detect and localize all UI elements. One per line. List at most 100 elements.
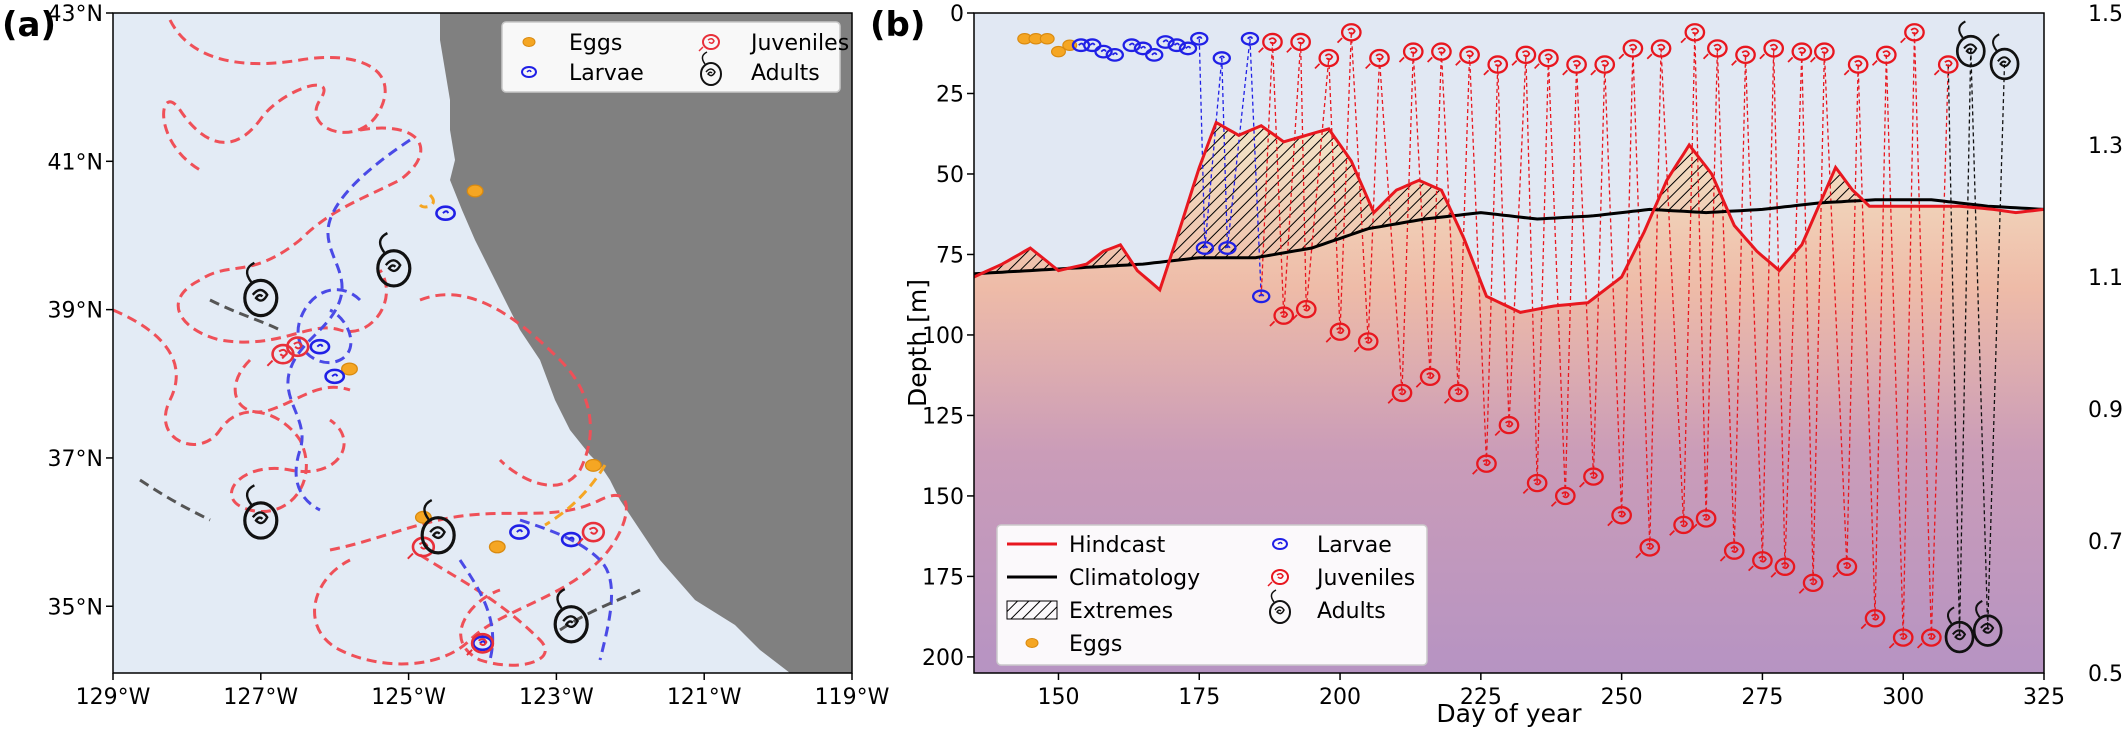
juvenile-body [1735,45,1756,65]
migration-connector [1930,64,1949,638]
larva-body [1167,38,1186,53]
map-x-tick-label: 125°W [371,685,446,710]
x-tick-label: 325 [2023,685,2065,710]
depth-larvae-marker [1195,241,1215,255]
migration-connector [1575,64,1595,477]
larva-body [1071,38,1091,53]
juvenile-track [162,19,387,172]
juvenile-arm [1353,346,1360,353]
migration-connectors [1198,32,2006,638]
larva-tail [1258,293,1265,297]
legend-adults-label: Adults [1317,599,1386,624]
depth-juveniles-marker [1494,415,1520,437]
migration-connector [1857,64,1876,619]
map-adults-marker [553,588,589,644]
map-frame [112,12,853,674]
depth-panel: (b) 150 175 200 225 250 275 300 325 0 25 50 75 100 1… [870,2,2123,728]
juvenile-spiral [293,341,303,350]
migration-connector [1649,48,1662,548]
map-y-ticks: 43°N 41°N 39°N 37°N 35°N [48,2,113,620]
adult-spiral [1980,622,1995,634]
depth-juveniles-marker [1635,538,1661,559]
larva-body [1240,31,1260,46]
migration-connector [1485,64,1499,464]
juvenile-body [1357,332,1379,351]
legend-extremes-label: Extremes [1069,599,1173,624]
juvenile-arm [1731,59,1737,66]
map-larvae-marker [560,531,582,548]
larva-tail [1196,36,1203,40]
depth-larvae-marker [1190,31,1209,46]
depth-juveniles-marker [1770,557,1796,578]
juvenile-spiral [1780,562,1790,570]
map-legend-eggs-icon [522,37,536,47]
larva-body [509,524,530,540]
adult-body [1955,34,1986,68]
juvenile-spiral [1944,59,1953,67]
juvenile-spiral [1572,59,1581,67]
depth-juveniles-marker [1579,467,1604,488]
juvenile-spiral [1302,304,1311,312]
migration-connector [1947,64,1961,635]
juvenile-spiral [588,526,599,535]
juvenile-spiral [1809,578,1818,586]
juvenile-arm [1314,63,1321,70]
juvenile-arm [1550,501,1557,507]
map-legend: Eggs Juveniles Larvae Adults [501,21,849,93]
larva-track [458,559,495,661]
juvenile-spiral [707,37,715,45]
juvenile-body [1639,538,1661,557]
larva-tail [1277,541,1283,545]
juvenile-arm [1590,69,1597,76]
map-eggs-marker [584,458,602,472]
migration-connector [1547,58,1566,496]
migration-connector [1682,32,1696,525]
juvenile-spiral [1645,542,1655,550]
juvenile-body [1791,42,1813,61]
juvenile-spiral [1741,50,1750,58]
larva-tail [1201,245,1209,249]
juvenile-body [1329,322,1351,341]
juvenile-arm [266,359,274,367]
larva-body [1212,51,1231,65]
juvenile-body [1566,55,1587,74]
map-y-tick-label: 39°N [48,299,103,324]
adult-body [243,501,279,540]
larva-body [560,531,582,548]
depth-juveniles-marker [1669,515,1694,536]
migration-connector [1305,58,1330,310]
migration-connector [1784,51,1803,567]
adult-body [1944,620,1975,654]
juvenile-body [1487,55,1509,74]
juvenile-arm [1387,398,1394,404]
y-tick-label: 0 [950,2,964,27]
map-x-tick-label: 129°W [76,685,151,710]
migration-connector [1367,58,1381,342]
larva-tail [316,343,324,348]
juvenile-arm [1888,642,1895,649]
juvenile-track [113,308,346,513]
legend-adults-icon [1269,589,1291,624]
migration-connector [1299,41,1307,310]
depth-juveniles-marker [1534,48,1559,70]
depth-juveniles-marker [1353,332,1379,353]
juvenile-track [233,358,351,414]
x-axis-ticks: 150 175 200 225 250 275 300 325 [1037,673,2065,710]
adult-spiral [705,68,716,77]
depth-markers [1017,20,2020,654]
juvenile-body [470,632,495,654]
legend-extremes-swatch [1006,600,1058,620]
juvenile-spiral [1493,59,1503,67]
juvenile-spiral [1454,388,1463,396]
juvenile-arm [1534,63,1540,70]
adult-body [700,62,722,86]
juvenile-body [1431,42,1452,61]
juvenile-spiral [1713,43,1722,51]
juvenile-arm [1787,56,1794,63]
juvenile-body [1763,39,1785,58]
map-y-tick-label: 41°N [48,150,103,175]
juvenile-spiral [1521,50,1531,58]
right-tick-label: 1.3 [2088,134,2123,159]
depth-juveniles-marker [1427,42,1452,63]
